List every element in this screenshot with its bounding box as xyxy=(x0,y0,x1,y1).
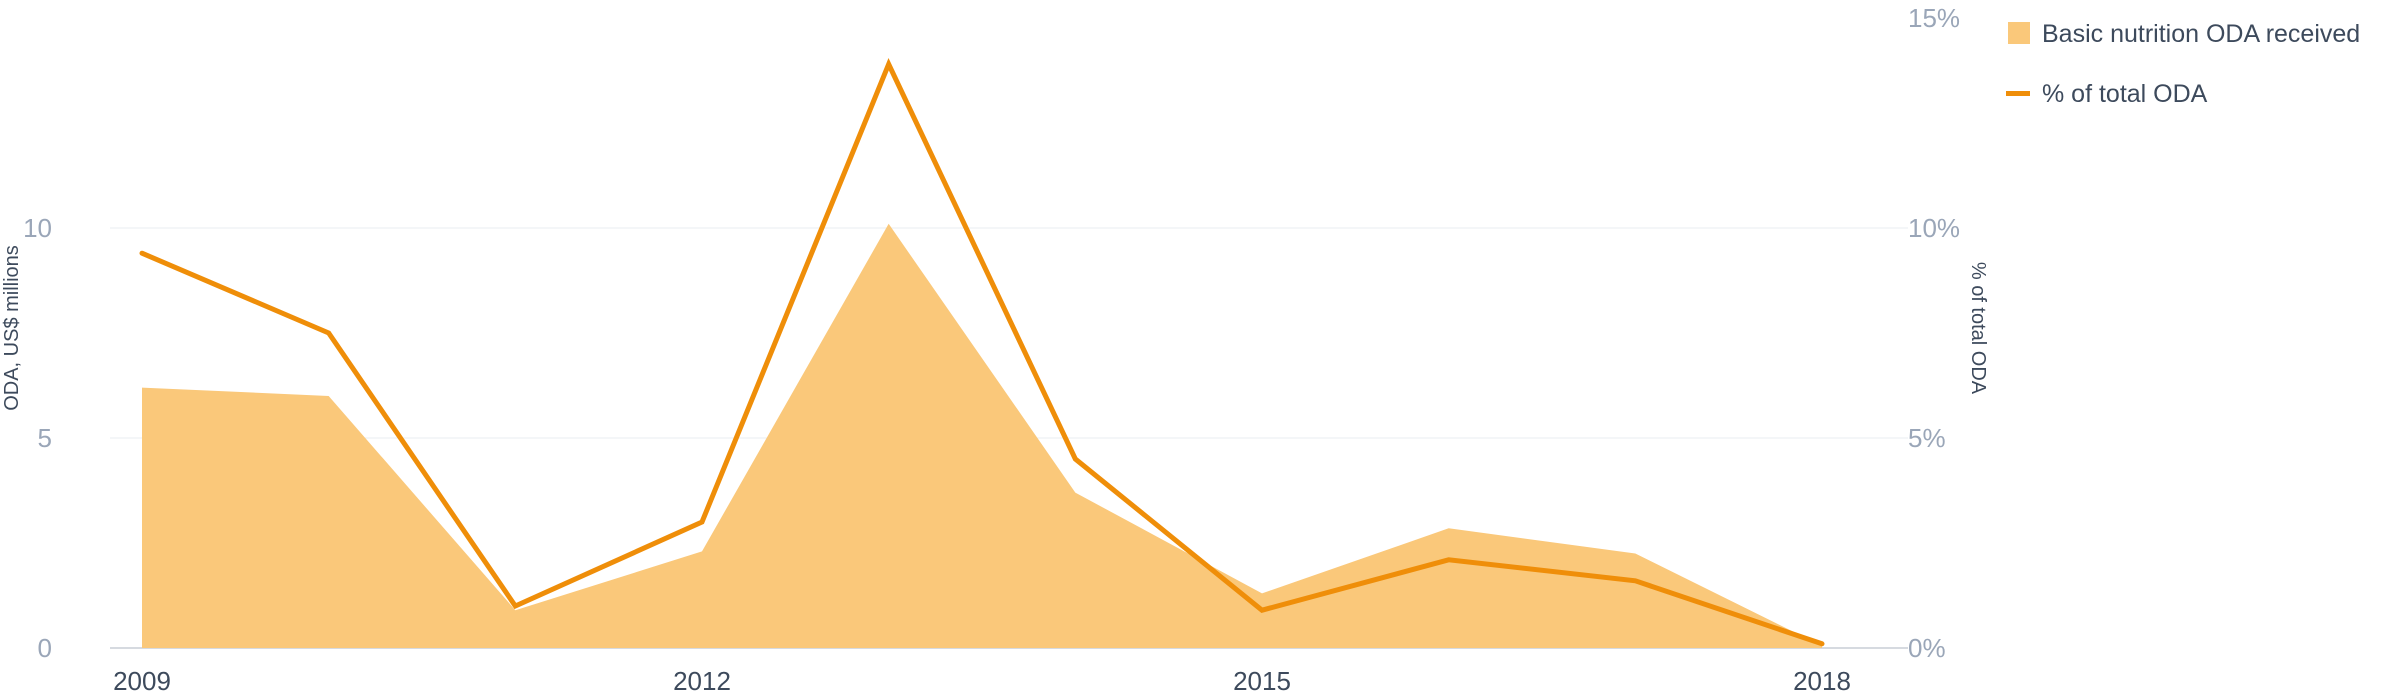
area-series-basic-nutrition xyxy=(142,223,1822,649)
line-series-pct-total-oda xyxy=(139,57,1825,647)
left-axis-ticks: 0 5 10 xyxy=(23,213,52,663)
right-tick-label-0: 0% xyxy=(1908,633,1946,663)
right-tick-label-5: 5% xyxy=(1908,423,1946,453)
right-axis-ticks: 0% 5% 10% 15% xyxy=(1908,3,1960,663)
right-axis-title: % of total ODA xyxy=(1967,262,1989,395)
legend-label-line: % of total ODA xyxy=(2042,80,2208,108)
x-tick-label-2015: 2015 xyxy=(1233,666,1291,696)
x-tick-label-2018: 2018 xyxy=(1793,666,1851,696)
left-tick-label-10: 10 xyxy=(23,213,52,243)
right-tick-label-15: 15% xyxy=(1908,3,1960,33)
left-tick-label-5: 5 xyxy=(38,423,52,453)
line-series-layer xyxy=(139,57,1825,647)
left-axis-title: ODA, US$ millions xyxy=(1,245,23,411)
right-tick-label-10: 10% xyxy=(1908,213,1960,243)
area-series-layer xyxy=(142,223,1822,649)
x-tick-label-2009: 2009 xyxy=(113,666,171,696)
x-axis-ticks: 2009 2012 2015 2018 xyxy=(113,666,1851,696)
legend-label-area: Basic nutrition ODA received xyxy=(2042,20,2360,48)
legend-swatch-area xyxy=(2008,22,2030,44)
x-tick-label-2012: 2012 xyxy=(673,666,731,696)
left-tick-label-0: 0 xyxy=(38,633,52,663)
legend: Basic nutrition ODA received % of total … xyxy=(2006,20,2360,108)
legend-swatch-line xyxy=(2006,91,2030,96)
